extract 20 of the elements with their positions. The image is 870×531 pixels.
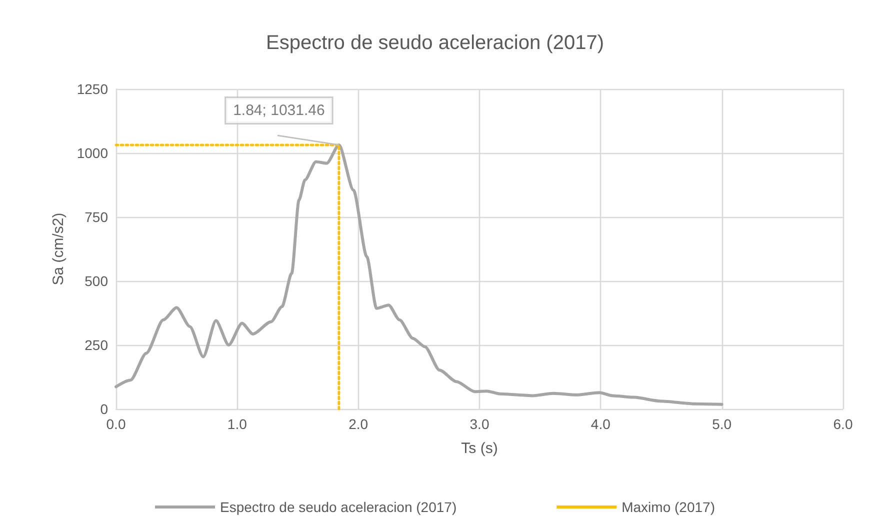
y-tick-label: 0 xyxy=(100,401,108,417)
annotation: 1.84; 1031.46 xyxy=(233,102,325,119)
y-tick-label: 500 xyxy=(84,273,108,289)
y-tick-label: 750 xyxy=(84,209,108,225)
legend-label: Espectro de seudo aceleracion (2017) xyxy=(220,499,457,515)
x-tick-label: 5.0 xyxy=(712,416,732,432)
chart-title: Espectro de seudo aceleracion (2017) xyxy=(266,32,604,54)
legend-label: Maximo (2017) xyxy=(622,499,715,515)
x-tick-label: 4.0 xyxy=(590,416,611,432)
y-axis-title: Sa (cm/s2) xyxy=(50,212,67,286)
line-series xyxy=(114,143,724,406)
x-tick-label: 3.0 xyxy=(470,416,490,432)
y-tick-label: 1000 xyxy=(76,145,108,161)
y-tick-label: 250 xyxy=(84,337,108,353)
x-tick-label: 1.0 xyxy=(227,416,248,432)
x-tick-label: 2.0 xyxy=(348,416,368,432)
x-tick-label: 6.0 xyxy=(833,416,853,432)
x-axis-title: Ts (s) xyxy=(461,440,498,457)
y-tick-label: 1250 xyxy=(76,81,108,97)
x-tick-label: 0.0 xyxy=(106,416,126,432)
